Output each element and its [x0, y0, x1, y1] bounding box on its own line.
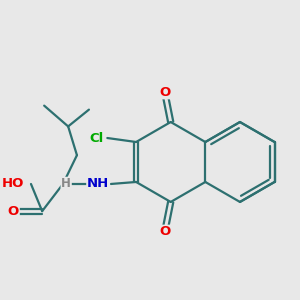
Text: O: O: [159, 85, 170, 98]
Text: NH: NH: [87, 178, 109, 190]
Text: HO: HO: [2, 178, 24, 190]
Text: H: H: [61, 178, 71, 190]
Text: Cl: Cl: [89, 131, 103, 145]
Text: O: O: [159, 225, 170, 239]
Text: O: O: [8, 205, 19, 218]
